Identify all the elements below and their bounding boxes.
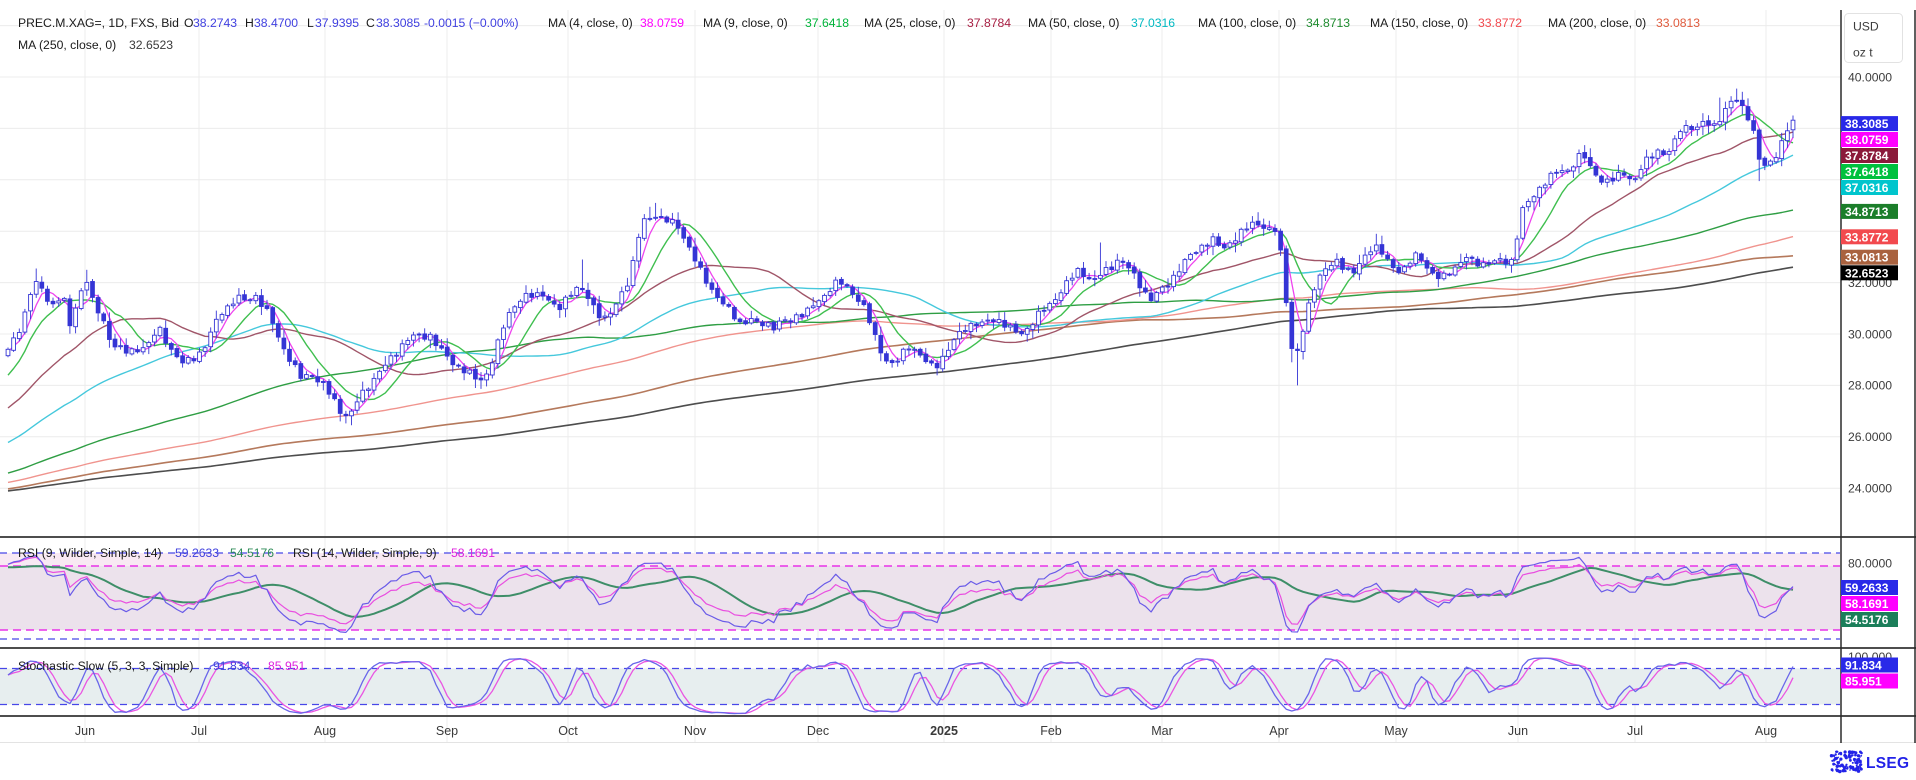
svg-text:Apr: Apr [1269, 724, 1288, 738]
svg-text:37.6418: 37.6418 [805, 16, 849, 30]
svg-text:80.0000: 80.0000 [1848, 556, 1892, 570]
svg-text:40.0000: 40.0000 [1848, 70, 1892, 84]
svg-text:38.3085: 38.3085 [376, 16, 420, 30]
svg-text:Stochastic Slow (5, 3, 3, Simp: Stochastic Slow (5, 3, 3, Simple) [18, 659, 193, 673]
svg-text:Feb: Feb [1040, 724, 1062, 738]
svg-text:58.1691: 58.1691 [1845, 597, 1889, 611]
svg-text:26.0000: 26.0000 [1848, 430, 1892, 444]
svg-text:54.5176: 54.5176 [1845, 613, 1889, 627]
svg-text:MA (150, close, 0): MA (150, close, 0) [1370, 16, 1468, 30]
svg-text:PREC.M.XAG=, 1D, FXS, Bid: PREC.M.XAG=, 1D, FXS, Bid [18, 16, 179, 30]
svg-text:USD: USD [1853, 20, 1879, 34]
svg-text:91.834: 91.834 [1845, 659, 1882, 673]
svg-text:May: May [1384, 724, 1408, 738]
svg-text:MA (250, close, 0): MA (250, close, 0) [18, 38, 116, 52]
svg-text:38.0759: 38.0759 [1845, 133, 1889, 147]
svg-text:59.2633: 59.2633 [1845, 581, 1889, 595]
svg-text:38.2743: 38.2743 [193, 16, 237, 30]
svg-text:33.0813: 33.0813 [1656, 16, 1700, 30]
svg-text:O: O [184, 16, 193, 30]
svg-text:MA (200, close, 0): MA (200, close, 0) [1548, 16, 1646, 30]
svg-text:91.834: 91.834 [213, 659, 250, 673]
svg-text:L: L [307, 16, 314, 30]
svg-text:Jun: Jun [75, 724, 95, 738]
svg-text:H: H [245, 16, 254, 30]
svg-text:37.8784: 37.8784 [1845, 149, 1889, 163]
svg-text:37.0316: 37.0316 [1131, 16, 1175, 30]
svg-text:Aug: Aug [1755, 724, 1777, 738]
svg-text:LSEG: LSEG [1866, 755, 1909, 772]
svg-text:37.0316: 37.0316 [1845, 181, 1889, 195]
svg-text:37.6418: 37.6418 [1845, 165, 1889, 179]
svg-text:2025: 2025 [930, 724, 958, 738]
svg-text:Jun: Jun [1508, 724, 1528, 738]
svg-text:Jul: Jul [191, 724, 207, 738]
svg-text:MA (25, close, 0): MA (25, close, 0) [864, 16, 955, 30]
svg-text:MA (50, close, 0): MA (50, close, 0) [1028, 16, 1119, 30]
svg-text:33.8772: 33.8772 [1845, 230, 1889, 244]
svg-text:Nov: Nov [684, 724, 707, 738]
svg-text:-0.0015 (−0.00%): -0.0015 (−0.00%) [424, 16, 519, 30]
svg-text:34.8713: 34.8713 [1845, 205, 1889, 219]
svg-text:RSI (14, Wilder, Simple, 9): RSI (14, Wilder, Simple, 9) [293, 546, 437, 560]
svg-text:38.4700: 38.4700 [254, 16, 298, 30]
svg-text:MA (9, close, 0): MA (9, close, 0) [703, 16, 788, 30]
svg-text:Dec: Dec [807, 724, 829, 738]
svg-text:oz t: oz t [1853, 46, 1873, 60]
svg-text:MA (100, close, 0): MA (100, close, 0) [1198, 16, 1296, 30]
svg-text:37.8784: 37.8784 [967, 16, 1011, 30]
svg-text:Oct: Oct [558, 724, 578, 738]
svg-text:Mar: Mar [1151, 724, 1173, 738]
svg-text:Jul: Jul [1627, 724, 1643, 738]
svg-text:MA (4, close, 0): MA (4, close, 0) [548, 16, 633, 30]
svg-text:54.5176: 54.5176 [230, 546, 274, 560]
svg-text:38.0759: 38.0759 [640, 16, 684, 30]
svg-text:58.1691: 58.1691 [451, 546, 495, 560]
svg-text:24.0000: 24.0000 [1848, 482, 1892, 496]
svg-text:85.951: 85.951 [1845, 675, 1882, 689]
svg-text:30.0000: 30.0000 [1848, 327, 1892, 341]
svg-text:59.2633: 59.2633 [175, 546, 219, 560]
svg-text:32.6523: 32.6523 [1845, 266, 1889, 280]
svg-text:RSI (9, Wilder, Simple, 14): RSI (9, Wilder, Simple, 14) [18, 546, 162, 560]
svg-text:32.6523: 32.6523 [129, 38, 173, 52]
svg-text:C: C [366, 16, 375, 30]
svg-text:34.8713: 34.8713 [1306, 16, 1350, 30]
svg-text:28.0000: 28.0000 [1848, 379, 1892, 393]
svg-text:Sep: Sep [436, 724, 458, 738]
svg-text:38.3085: 38.3085 [1845, 117, 1889, 131]
svg-text:33.0813: 33.0813 [1845, 251, 1889, 265]
svg-text:85.951: 85.951 [268, 659, 305, 673]
svg-text:33.8772: 33.8772 [1478, 16, 1522, 30]
svg-text:Aug: Aug [314, 724, 336, 738]
svg-text:37.9395: 37.9395 [315, 16, 359, 30]
